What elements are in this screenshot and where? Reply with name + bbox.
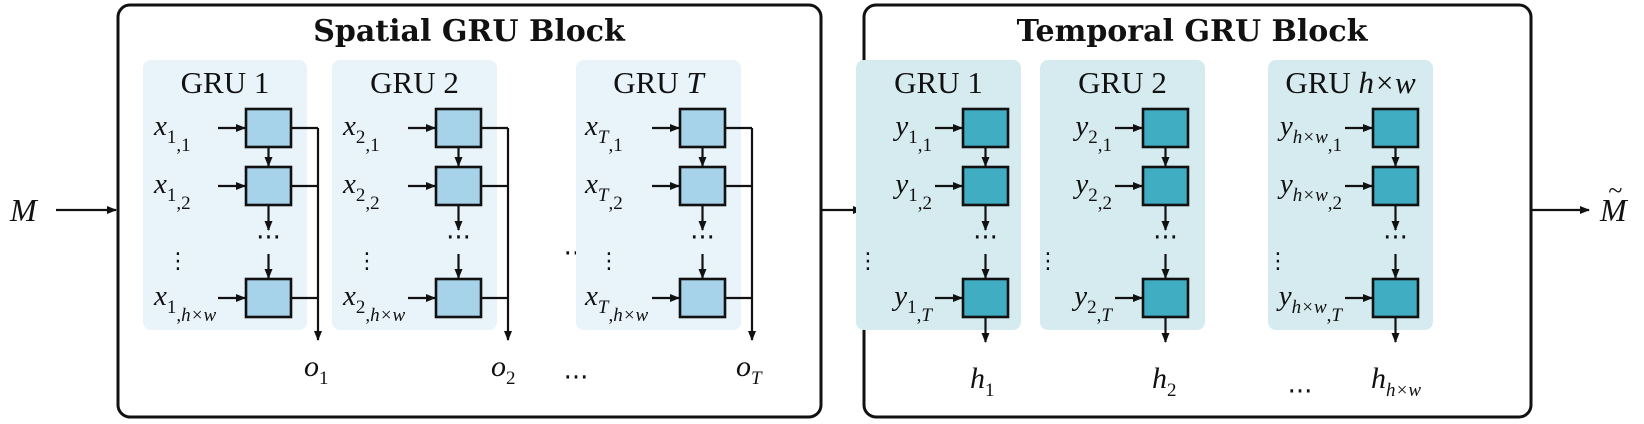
spatial-gru-cell-2-3 — [434, 277, 483, 319]
temporal-gru-cell-2-1 — [1141, 107, 1190, 149]
temporal-input-label-2-3: y2,T — [1071, 280, 1113, 326]
output-tilde: ~ — [1608, 176, 1622, 205]
spatial-chain-ellipsis-3: ··· — [690, 223, 715, 253]
temporal-input-label-1-2: y1,2 — [892, 168, 932, 214]
spatial-input-vellipsis-3: ⋮ — [598, 249, 620, 274]
spatial-gru-label-1: GRU 1 — [181, 65, 270, 100]
spatial-gru-cell-1-2 — [244, 165, 293, 207]
temporal-input-label-3-1: yh×w,1 — [1277, 110, 1342, 156]
spatial-output-label-2: o2 — [491, 350, 516, 389]
temporal-input-label-2-1: y2,1 — [1072, 110, 1112, 156]
spatial-chain-ellipsis-2: ··· — [446, 223, 471, 253]
spatial-gru-cell-1-1 — [244, 107, 293, 149]
temporal-input-vellipsis-2: ⋮ — [1037, 249, 1059, 274]
spatial-gru-cell-3-2 — [678, 165, 727, 207]
temporal-input-label-3-2: yh×w,2 — [1277, 168, 1342, 214]
spatial-input-label-3-3: xT,h×w — [584, 280, 649, 326]
spatial-chain-ellipsis-1: ··· — [256, 223, 281, 253]
spatial-gru-cell-1-3 — [244, 277, 293, 319]
temporal-gru-cell-2-3 — [1141, 277, 1190, 319]
temporal-gru-cell-3-1 — [1371, 107, 1420, 149]
temporal-gru-cell-3-3 — [1371, 277, 1420, 319]
temporal-output-label-3: hh×w — [1371, 362, 1421, 401]
spatial-output-ellipsis: ··· — [564, 363, 589, 393]
spatial-block-title: Spatial GRU Block — [313, 14, 626, 49]
spatial-input-label-1-2: x1,2 — [153, 168, 191, 214]
spatial-input-label-1-3: x1,h×w — [153, 280, 216, 326]
temporal-output-label-1: h1 — [970, 362, 995, 401]
spatial-gru-cell-3-1 — [678, 107, 727, 149]
spatial-output-label-1: o1 — [304, 350, 329, 389]
spatial-input-vellipsis-2: ⋮ — [356, 249, 378, 274]
spatial-input-label-2-1: x2,1 — [342, 110, 380, 156]
spatial-output-label-3: oT — [736, 350, 763, 389]
spatial-input-vellipsis-1: ⋮ — [167, 249, 189, 274]
temporal-gru-label-1: GRU 1 — [894, 65, 983, 100]
temporal-gru-label-2: GRU 2 — [1078, 65, 1167, 100]
spatial-gru-cell-2-2 — [434, 165, 483, 207]
temporal-input-vellipsis-3: ⋮ — [1267, 249, 1289, 274]
temporal-gru-cell-1-2 — [961, 165, 1010, 207]
spatial-input-label-3-1: xT,1 — [584, 110, 623, 156]
temporal-input-vellipsis-1: ⋮ — [857, 249, 879, 274]
temporal-block-title: Temporal GRU Block — [1017, 14, 1369, 49]
temporal-input-label-1-1: y1,1 — [892, 110, 932, 156]
spatial-input-label-1-1: x1,1 — [153, 110, 191, 156]
spatial-gru-cell-3-3 — [678, 277, 727, 319]
temporal-input-label-3-3: yh×w,T — [1276, 280, 1344, 326]
spatial-input-label-3-2: xT,2 — [584, 168, 623, 214]
temporal-gru-cell-3-2 — [1371, 165, 1420, 207]
temporal-gru-cell-1-1 — [961, 107, 1010, 149]
output-label: M — [1599, 192, 1629, 228]
spatial-input-label-2-2: x2,2 — [342, 168, 380, 214]
temporal-gru-label-3: GRU h×w — [1285, 65, 1416, 100]
spatial-gru-label-2: GRU 2 — [370, 65, 459, 100]
spatial-input-label-2-3: x2,h×w — [342, 280, 405, 326]
temporal-chain-ellipsis-2: ··· — [1153, 223, 1178, 253]
temporal-gru-cell-2-2 — [1141, 165, 1190, 207]
temporal-gru-cell-1-3 — [961, 277, 1010, 319]
spatial-gru-label-3: GRU T — [613, 65, 706, 100]
input-label: M — [9, 192, 39, 228]
spatial-gru-cell-2-1 — [434, 107, 483, 149]
temporal-output-ellipsis: ··· — [1288, 377, 1313, 407]
temporal-input-label-1-3: y1,T — [891, 280, 933, 326]
temporal-input-label-2-2: y2,2 — [1072, 168, 1112, 214]
temporal-chain-ellipsis-1: ··· — [973, 223, 998, 253]
temporal-output-label-2: h2 — [1152, 362, 1177, 401]
temporal-chain-ellipsis-3: ··· — [1383, 223, 1408, 253]
